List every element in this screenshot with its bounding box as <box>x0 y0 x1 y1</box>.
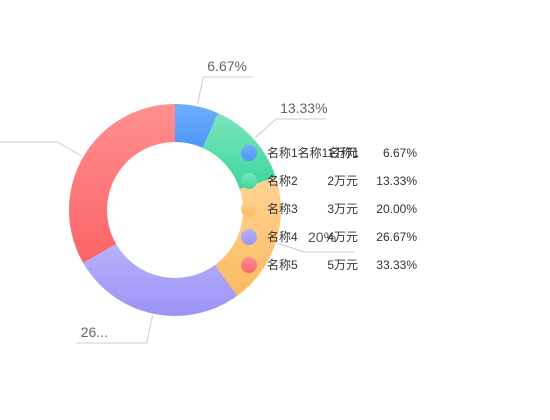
donut-slice-1[interactable] <box>175 104 219 148</box>
callout-label-2: 13.33% <box>280 100 327 116</box>
legend-percent-4: 26.67% <box>376 230 417 244</box>
callout-line-1 <box>196 76 254 105</box>
legend-marker-1 <box>241 145 257 161</box>
legend-marker-5 <box>241 257 257 273</box>
legend-name-3: 名称3 <box>267 201 298 216</box>
callout-group: 6.67% 13.33% 26... 20% <box>0 58 355 344</box>
callout-label-4: 26... <box>81 324 108 340</box>
legend-name-5: 名称5 <box>267 257 298 272</box>
legend-name-1: 名称1名称1名称1 <box>267 145 359 160</box>
legend-name-2: 名称2 <box>267 173 298 188</box>
legend-item-4[interactable]: 名称4 4万元 26.67% <box>241 229 417 245</box>
donut-slice-4[interactable] <box>83 244 238 316</box>
legend-value-5: 5万元 <box>327 258 358 272</box>
legend-percent-5: 33.33% <box>376 258 417 272</box>
callout-line-3 <box>277 242 355 253</box>
legend-value-3: 3万元 <box>327 202 358 216</box>
legend-item-3[interactable]: 名称3 3万元 20.00% <box>241 201 417 217</box>
legend-marker-4 <box>241 229 257 245</box>
legend-percent-2: 13.33% <box>376 174 417 188</box>
legend-value-4: 4万元 <box>327 230 358 244</box>
legend-marker-3 <box>241 201 257 217</box>
callout-line-4 <box>76 315 154 344</box>
legend-item-2[interactable]: 名称2 2万元 13.33% <box>241 173 417 189</box>
legend-value-1: 1万元 <box>327 146 358 160</box>
callout-line-5 <box>0 141 82 157</box>
callout-label-3: 20% <box>308 229 336 245</box>
callout-label-1: 6.67% <box>207 58 247 74</box>
legend-item-5[interactable]: 名称5 5万元 33.33% <box>241 257 417 273</box>
slice-group <box>68 104 281 316</box>
donut-slice-2[interactable] <box>202 113 276 189</box>
legend-value-2: 2万元 <box>327 174 358 188</box>
legend-percent-3: 20.00% <box>376 202 417 216</box>
legend-marker-2 <box>241 173 257 189</box>
donut-slice-5[interactable] <box>68 104 175 263</box>
legend-percent-1: 6.67% <box>383 146 417 160</box>
callout-line-2 <box>254 118 327 139</box>
legend-name-4: 名称4 <box>267 229 298 244</box>
